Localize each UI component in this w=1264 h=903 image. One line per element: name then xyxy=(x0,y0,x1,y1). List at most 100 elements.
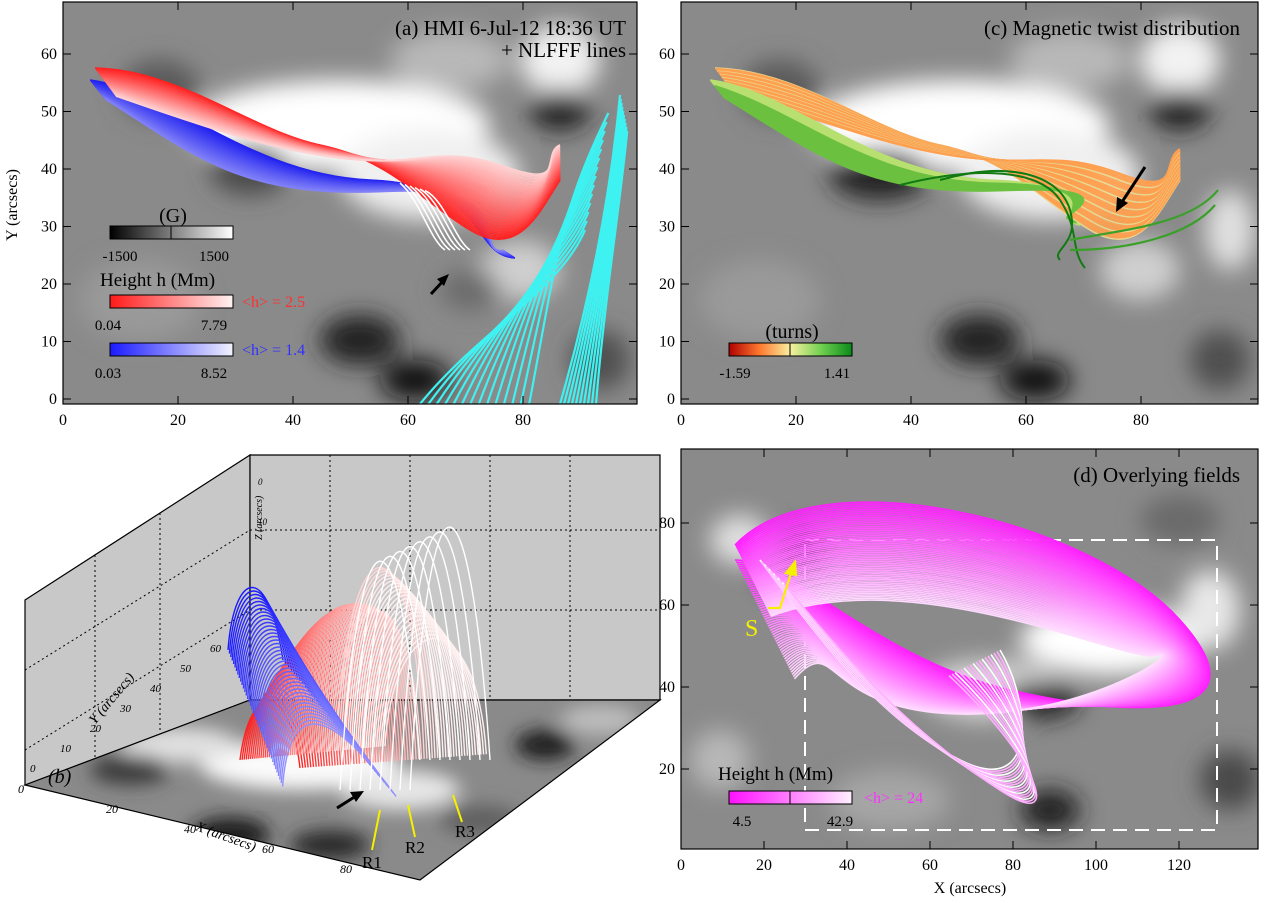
cyan-fieldline xyxy=(574,110,625,404)
x-tick-label: 60 xyxy=(922,857,938,874)
magenta-fieldline xyxy=(753,555,1184,708)
3d-red-fieldline xyxy=(342,572,433,759)
cyan-fieldline xyxy=(558,94,622,404)
3d-red-fieldline xyxy=(331,608,420,760)
x-tick-label: 0 xyxy=(677,857,685,874)
x-tick-label: 40 xyxy=(285,412,301,429)
panel-c-cb-min: -1.59 xyxy=(719,366,750,382)
x-tick-label: 80 xyxy=(1133,412,1149,429)
3d-blue-fieldline xyxy=(231,597,293,671)
3d-y-tick-label: 30 xyxy=(119,703,132,715)
y-tick-label: 40 xyxy=(41,161,57,178)
panel-d-title: (d) Overlying fields xyxy=(1073,463,1240,487)
3d-red-fieldline xyxy=(352,585,447,758)
white-fieldline xyxy=(404,183,451,251)
y-tick-label: 30 xyxy=(41,219,57,236)
3d-white-fieldline xyxy=(379,541,461,791)
green-fieldline xyxy=(723,96,1085,219)
y-tick-label: 50 xyxy=(659,104,675,121)
panel-b-arrow xyxy=(336,791,364,810)
panel-d-frame xyxy=(680,448,1259,850)
magenta-fieldline xyxy=(750,546,1188,708)
panel-b-axis-labels: 0 20 40 60 80 0 10 20 30 40 50 60 0 10 xyxy=(18,477,352,876)
cyan-fieldline xyxy=(582,118,626,404)
y-tick-label: 20 xyxy=(41,276,57,293)
3d-red-fieldline xyxy=(365,604,463,757)
3d-red-fieldline xyxy=(371,615,471,756)
white-fieldline xyxy=(414,186,461,251)
3d-white-fieldline xyxy=(389,536,471,791)
cyan-fieldline xyxy=(590,126,628,404)
3d-red-fieldline xyxy=(340,570,431,759)
panel-a-blue-cb-min: 0.03 xyxy=(95,366,121,382)
magenta-fieldline xyxy=(752,551,1185,708)
white-fieldline xyxy=(409,185,456,251)
panel-b-ribbon-leaders xyxy=(371,794,463,851)
magenta-fieldline xyxy=(770,599,1163,715)
orange-fieldline xyxy=(733,92,1181,183)
panel-a-height-cb-title: Height h (Mm) xyxy=(100,270,215,291)
3d-z-tick-label: 0 xyxy=(258,477,263,487)
x-tick-label: 20 xyxy=(170,412,186,429)
3d-red-fieldline xyxy=(363,601,460,757)
white-fieldline xyxy=(424,189,471,251)
green-fieldline xyxy=(939,170,1073,261)
magenta-fieldline xyxy=(769,597,1164,715)
panel-c-ticks xyxy=(680,2,1258,404)
magenta-fieldline xyxy=(751,547,1187,708)
x-tick-label: 40 xyxy=(903,412,919,429)
y-tick-label: 0 xyxy=(49,391,57,408)
panel-a-tick-labels: 0 20 40 60 80 0 10 20 30 40 50 60 xyxy=(41,46,531,429)
3d-red-fieldline xyxy=(338,568,428,759)
cyan-fieldline xyxy=(528,112,610,404)
magenta-fieldline xyxy=(735,503,1210,709)
cyan-fieldline xyxy=(566,102,623,404)
3d-y-tick-label: 60 xyxy=(210,643,222,655)
panel-d-fieldlines xyxy=(734,501,1211,804)
x-tick-label: 0 xyxy=(59,412,67,429)
panel-c-arrow xyxy=(1116,166,1147,212)
magenta-fieldline xyxy=(749,542,1190,707)
magenta-fieldline xyxy=(784,584,1038,804)
3d-y-tick-label: 40 xyxy=(150,683,162,695)
3d-x-tick-label: 80 xyxy=(340,862,352,876)
magenta-fieldline xyxy=(767,590,1167,714)
panel-a-blue-colorbar xyxy=(109,342,234,357)
3d-red-fieldline xyxy=(382,633,485,755)
panel-b-label: (b) xyxy=(48,766,72,788)
magenta-fieldline xyxy=(747,536,1193,707)
3d-white-fieldline xyxy=(349,555,431,791)
panel-a-red-cb-mean: <h> = 2.5 xyxy=(242,294,305,311)
3d-red-fieldline xyxy=(380,630,482,755)
3d-y-tick-label: 50 xyxy=(180,663,192,675)
magenta-fieldline xyxy=(753,553,1184,708)
panel-a-red-colorbar xyxy=(109,294,234,309)
panel-c-cb-title: (turns) xyxy=(765,321,818,343)
x-tick-label: 120 xyxy=(1167,857,1191,874)
green-fieldline xyxy=(1069,204,1216,252)
panel-c-twist-colorbar xyxy=(728,342,853,357)
x-tick-label: 20 xyxy=(788,412,804,429)
cyan-fieldline xyxy=(511,130,606,404)
panel-d-cb-mean: <h> = 24 xyxy=(864,790,923,807)
red-fieldline xyxy=(115,95,561,175)
cyan-fieldline xyxy=(519,121,608,404)
panel-d-ticks xyxy=(680,449,1258,849)
panel-a-magnetogram xyxy=(63,2,637,404)
3d-red-fieldline xyxy=(344,575,436,759)
y-tick-label: 60 xyxy=(659,597,675,614)
green-fieldline xyxy=(1069,189,1219,242)
magenta-fieldline xyxy=(765,585,1169,713)
y-tick-label: 60 xyxy=(41,46,57,63)
y-tick-label: 10 xyxy=(41,334,57,351)
3d-white-fieldline xyxy=(399,531,481,791)
white-fieldline xyxy=(399,182,446,251)
magenta-fieldline xyxy=(745,533,1195,707)
3d-x-tick-label: 40 xyxy=(184,822,196,836)
panel-d-cb-title: Height h (Mm) xyxy=(718,764,833,785)
panel-b-fieldlines xyxy=(227,526,491,797)
panel-c: 0 20 40 60 80 0 10 20 30 40 50 60 (c) Magnetic twis… xyxy=(659,1,1259,429)
3d-x-tick-label: 60 xyxy=(262,842,274,856)
panel-c-fieldlines xyxy=(709,67,1219,269)
